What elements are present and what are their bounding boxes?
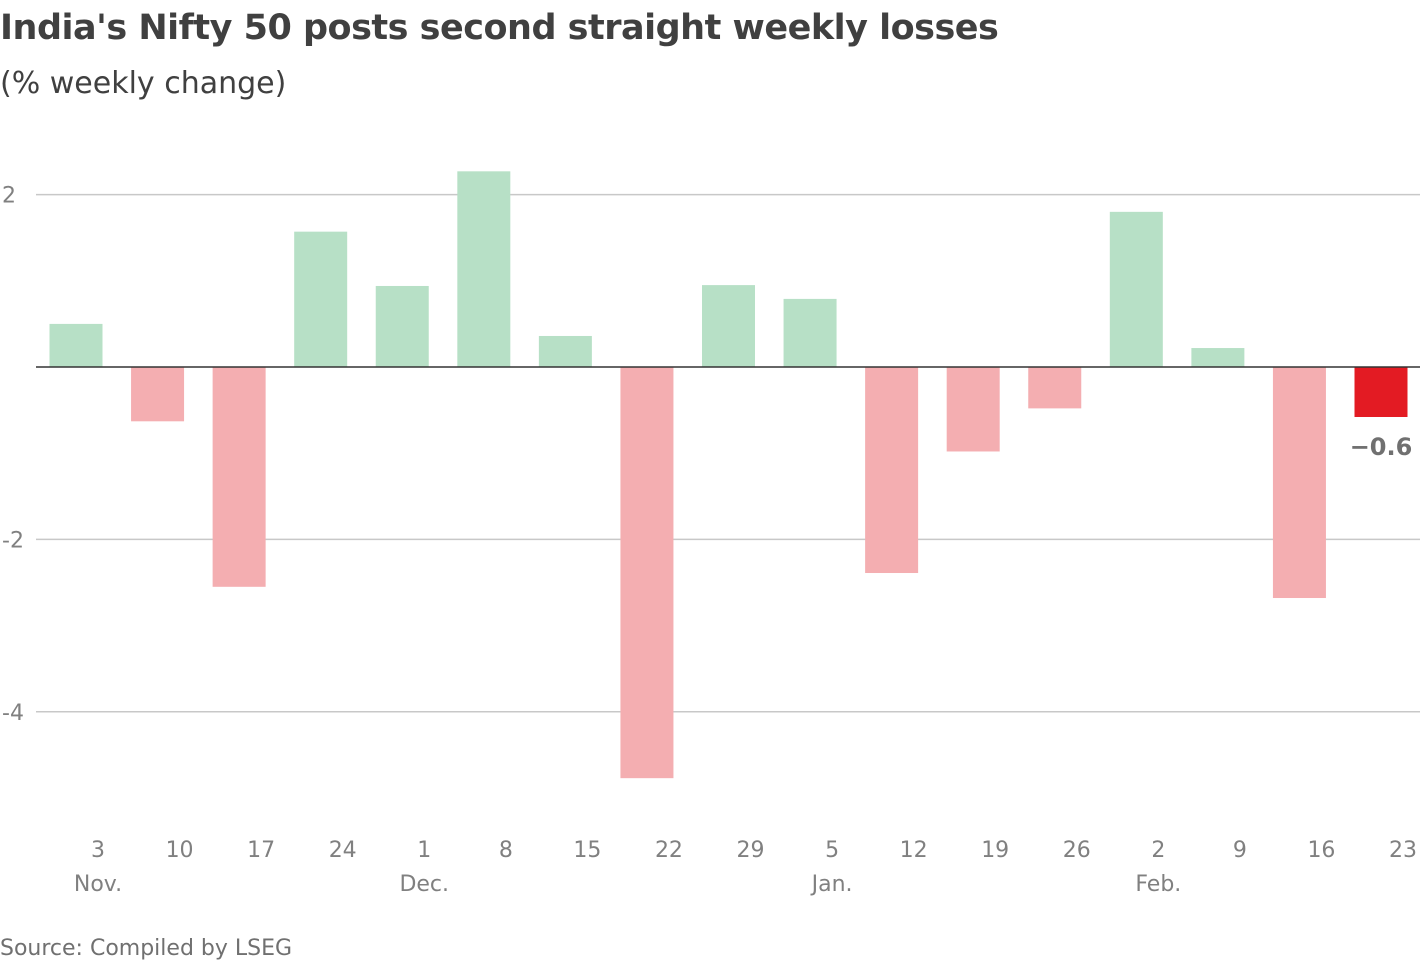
x-tick-label: 16	[1307, 838, 1335, 863]
bar	[783, 298, 837, 367]
bar	[131, 367, 185, 422]
month-label: Jan.	[810, 872, 853, 897]
bar	[538, 335, 592, 367]
y-tick-label: -2	[2, 528, 24, 553]
x-tick-label: 29	[737, 838, 765, 863]
data-label: −0.6	[1350, 433, 1413, 461]
bar-chart: 2-2-4−0.63 10 17 24 1 8 15 22 29 5 12 19 26 2 9 16 23Nov…	[2, 171, 1420, 897]
x-tick-label: 17	[247, 838, 275, 863]
source-note: Source: Compiled by LSEG	[0, 936, 293, 961]
month-label: Dec.	[399, 872, 449, 897]
x-tick-label: 1	[417, 838, 431, 863]
bar	[1109, 211, 1163, 367]
y-tick-label: 2	[2, 184, 16, 209]
bar	[1028, 367, 1082, 409]
bar	[1354, 367, 1408, 417]
x-tick-label: 15	[573, 838, 601, 863]
x-tick-label: 19	[981, 838, 1009, 863]
bar	[294, 231, 348, 367]
chart-title: India's Nifty 50 posts second straight w…	[0, 8, 999, 48]
x-tick-label: 9	[1233, 838, 1247, 863]
bar	[49, 323, 103, 367]
x-tick-label: 22	[655, 838, 683, 863]
x-tick-label: 10	[166, 838, 194, 863]
y-tick-label: -4	[2, 701, 24, 726]
x-tick-label: 12	[900, 838, 928, 863]
x-tick-label: 3	[91, 838, 105, 863]
bar	[1272, 367, 1326, 599]
x-tick-label: 5	[825, 838, 839, 863]
month-label: Feb.	[1135, 872, 1181, 897]
x-tick-label: 23	[1389, 838, 1417, 863]
x-tick-label: 8	[499, 838, 513, 863]
x-tick-label: 24	[329, 838, 357, 863]
bar	[375, 285, 429, 367]
x-tick-label: 2	[1151, 838, 1165, 863]
bar	[1191, 348, 1245, 367]
month-label: Nov.	[74, 872, 122, 897]
bar	[865, 367, 919, 574]
x-tick-label: 26	[1063, 838, 1091, 863]
bar	[457, 171, 511, 367]
bar	[946, 367, 1000, 452]
chart-subtitle: (% weekly change)	[0, 66, 287, 101]
bar	[620, 367, 674, 779]
bar	[702, 285, 755, 367]
bar	[212, 367, 266, 587]
